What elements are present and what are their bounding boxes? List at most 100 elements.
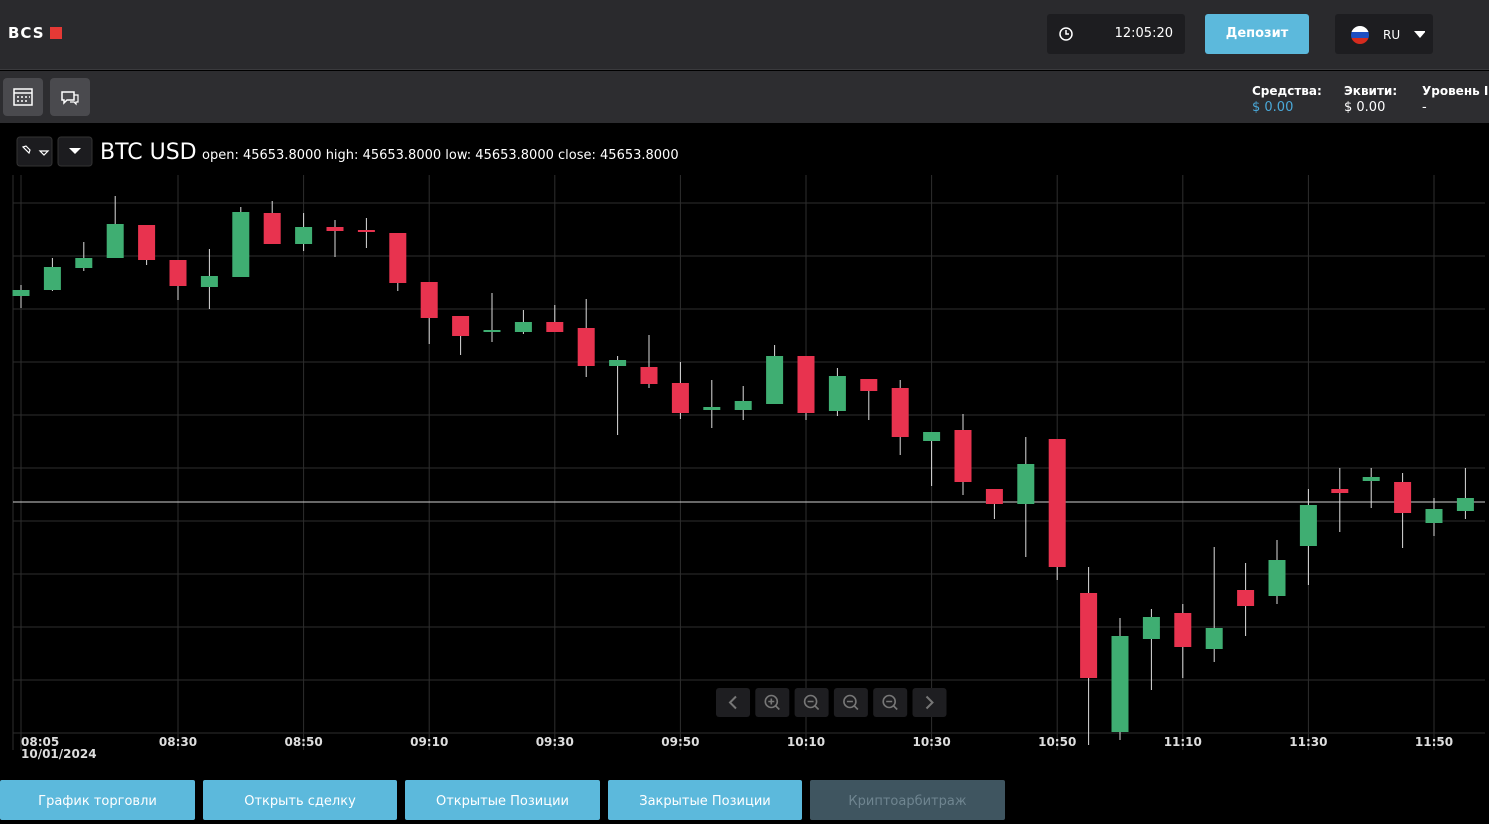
logo: BCS [8, 24, 45, 42]
candle-body [138, 225, 156, 260]
candle-body [106, 224, 124, 258]
chat-button[interactable] [50, 78, 90, 116]
x-tick-label: 10:30 [912, 735, 950, 749]
account-value: - [1422, 100, 1427, 115]
tab[interactable]: Открытые Позиции [405, 780, 600, 820]
language-select[interactable]: RU [1335, 14, 1433, 54]
candle-body [1456, 498, 1474, 511]
candle-body [12, 290, 30, 296]
ohlc-text: open: 45653.8000 high: 45653.8000 low: 4… [202, 148, 679, 163]
zoom-button[interactable] [755, 688, 790, 717]
candle-body [75, 258, 93, 268]
ohlc-value: 45653.8000 [363, 148, 442, 163]
calendar-icon [13, 88, 33, 106]
candle-body [1017, 464, 1035, 504]
zoom-button[interactable] [716, 688, 750, 717]
deposit-button[interactable]: Депозит [1205, 14, 1309, 54]
clock-icon [1059, 27, 1073, 41]
x-tick-label: 09:50 [661, 735, 699, 749]
candle-body [295, 227, 313, 244]
candles [12, 196, 1474, 745]
tab: Криптоарбитраж [810, 780, 1005, 820]
account-value: $ 0.00 [1252, 100, 1294, 115]
candle-body [169, 260, 187, 286]
top-bar: BCS 12:05:20 Депозит RU [0, 0, 1489, 70]
candle-body [1048, 439, 1066, 567]
candle-body [452, 316, 470, 336]
candle-body [609, 360, 627, 366]
ohlc-label: close: [558, 148, 596, 163]
candle-body [891, 388, 909, 437]
zoom-controls [716, 688, 947, 717]
candle-body [640, 367, 658, 384]
x-tick-label: 08:50 [284, 735, 322, 749]
calendar-button[interactable] [3, 78, 43, 116]
candle-body [766, 356, 784, 404]
draw-icon [21, 145, 50, 156]
date-label: 10/01/2024 [21, 747, 97, 761]
x-tick-label: 08:05 [21, 735, 59, 749]
flag [1351, 26, 1425, 44]
zoom-icon [843, 694, 857, 709]
clock-time: 12:05:20 [1114, 26, 1173, 41]
candle-body [1362, 477, 1380, 481]
account-label: Средства: [1252, 84, 1322, 98]
candle-body [1394, 482, 1412, 513]
x-tick-label: 10:10 [787, 735, 825, 749]
candle-body [263, 213, 281, 244]
ohlc-value: 45653.8000 [600, 148, 679, 163]
x-axis: 08:05 08:30 08:50 09:10 09:30 09:50 10:10 10:30… [21, 735, 1453, 761]
candle-body [828, 376, 846, 411]
x-tick-label: 08:30 [159, 735, 197, 749]
language: RU [1383, 28, 1401, 42]
candle-body [1331, 489, 1349, 493]
clock: 12:05:20 [1047, 14, 1185, 54]
zoom-icon [768, 698, 780, 711]
account-bar [0, 71, 1489, 123]
zoom-button[interactable] [873, 688, 908, 717]
zoom-button[interactable] [912, 688, 947, 717]
dropdown-icon [69, 148, 81, 154]
x-tick-label: 09:30 [536, 735, 574, 749]
candle-body [860, 379, 878, 391]
candle-body [232, 212, 250, 277]
candle-body [326, 227, 344, 231]
zoom-icon [764, 694, 779, 709]
candle-body [357, 230, 375, 232]
candle-body [1237, 590, 1255, 606]
candle-body [703, 407, 721, 410]
zoom-icon [846, 700, 859, 711]
candle-body [1268, 560, 1286, 596]
prev-icon [728, 695, 737, 710]
candle-body [577, 328, 595, 366]
tab[interactable]: Закрытые Позиции [608, 780, 802, 820]
draw-tool-button[interactable] [16, 136, 53, 167]
candle-body [43, 267, 61, 290]
account-label: Уровень I [1422, 84, 1489, 98]
tab[interactable]: График торговли [0, 780, 195, 820]
chart: BTC USD open: 45653.8000 high: 45653.800… [0, 123, 1489, 778]
x-tick-label: 09:10 [410, 735, 448, 749]
ohlc-value: 45653.8000 [475, 148, 554, 163]
ohlc-label: open: [202, 148, 239, 163]
tab[interactable]: Открыть сделку [203, 780, 397, 820]
x-tick-label: 10:50 [1038, 735, 1076, 749]
candle-body [954, 430, 972, 482]
ohlc-label: high: [326, 148, 359, 163]
x-tick-label: 11:10 [1164, 735, 1202, 749]
candle-body [985, 489, 1003, 504]
logo-mark [50, 27, 62, 39]
candle-body [671, 383, 689, 413]
zoom-button[interactable] [833, 688, 868, 717]
candle-body [734, 401, 752, 410]
candle-body [420, 282, 438, 318]
symbol: BTC USD [100, 140, 197, 165]
zoom-button[interactable] [794, 688, 829, 717]
candle-body [514, 322, 532, 332]
candle-body [1111, 636, 1129, 732]
candle-body [797, 356, 815, 413]
candle-body [923, 432, 941, 441]
zoom-icon [807, 700, 820, 711]
account-value: $ 0.00 [1344, 100, 1386, 115]
